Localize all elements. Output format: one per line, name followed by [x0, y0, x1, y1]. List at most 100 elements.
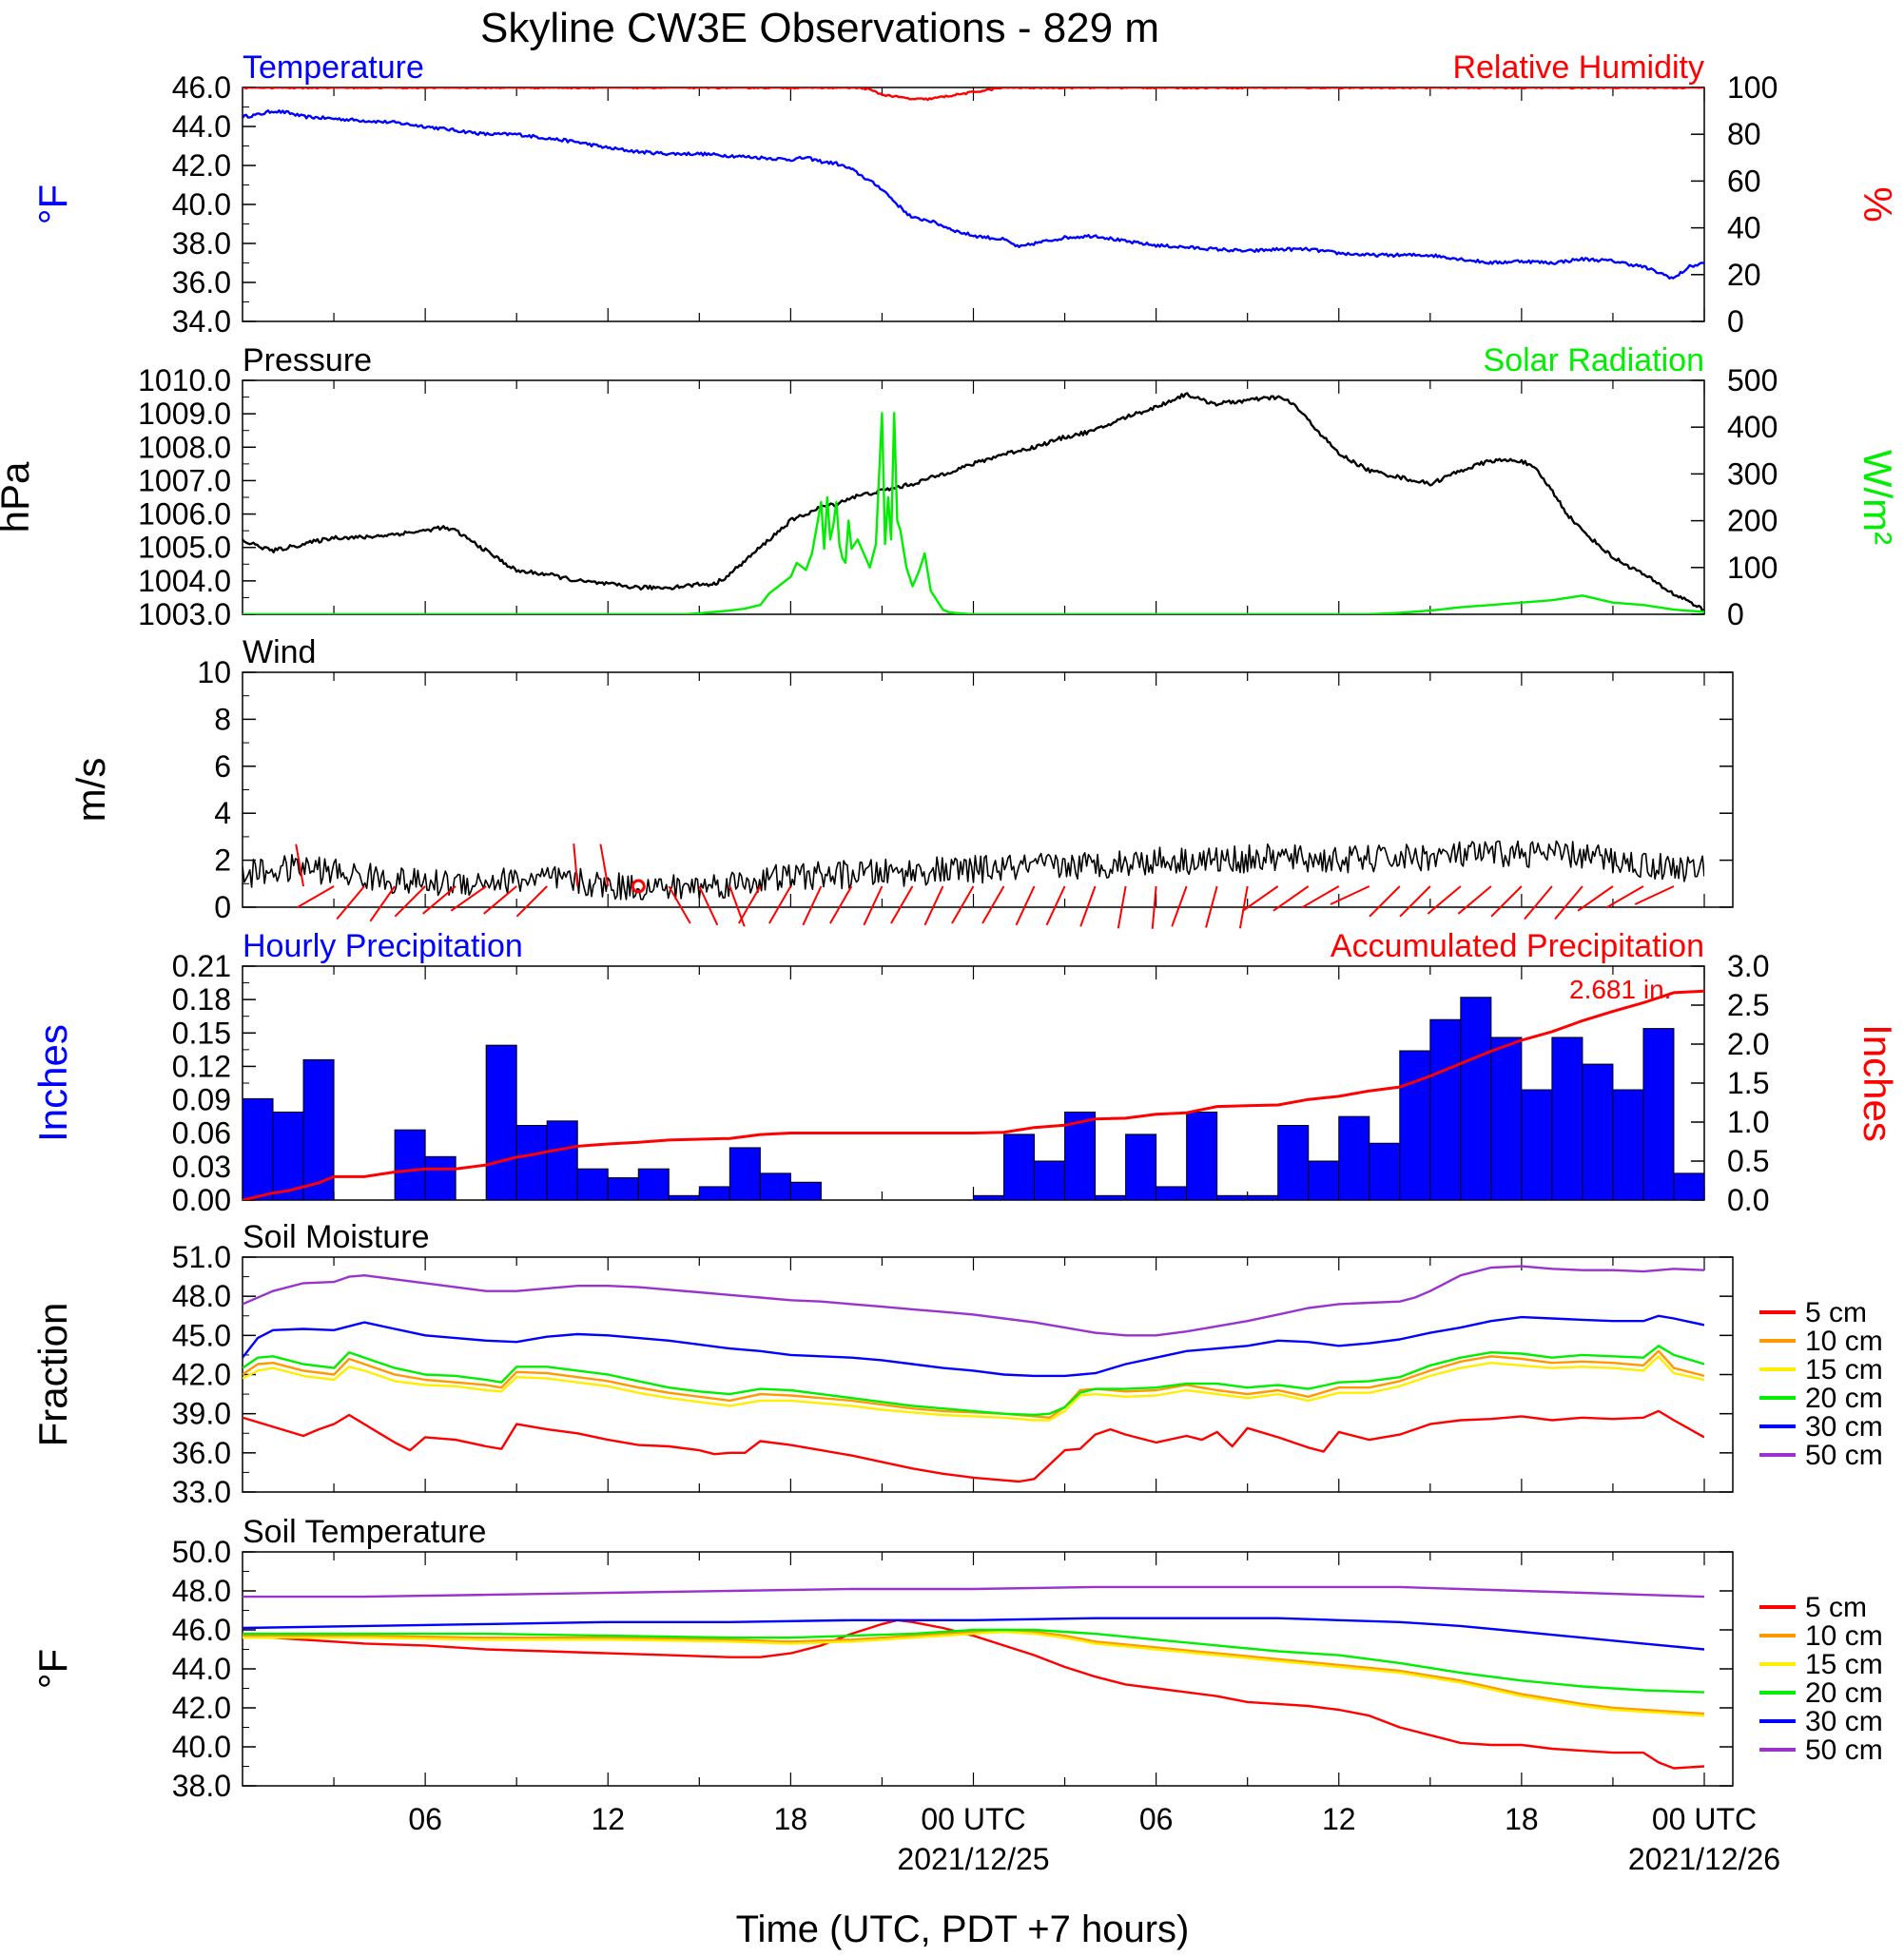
precip-bar [1551, 1037, 1583, 1201]
y2-tick-label: 200 [1727, 504, 1778, 538]
y-axis-label: hPa [0, 461, 37, 533]
series-line-solar-radiation [243, 412, 1704, 614]
wind-barb [1117, 885, 1127, 929]
series-line-15-cm [243, 1630, 1704, 1717]
y-tick-label: 1010.0 [138, 363, 231, 397]
legend-label: 50 cm [1805, 1734, 1883, 1766]
x-axis-label: Time (UTC, PDT +7 hours) [736, 1909, 1190, 1950]
date-label: 2021/12/26 [1628, 1842, 1780, 1876]
precip-bar [1125, 1134, 1157, 1201]
panel-title-right: Solar Radiation [1484, 342, 1704, 378]
legend-label: 30 cm [1805, 1706, 1883, 1737]
y-tick-label: 1006.0 [138, 497, 231, 532]
y-axis-label: Inches [30, 1024, 75, 1142]
y2-tick-label: 100 [1727, 70, 1778, 105]
wind-barb [829, 885, 853, 924]
precip-bar [1460, 997, 1492, 1201]
legend-label: 20 cm [1805, 1383, 1883, 1414]
precip-bar [1003, 1134, 1036, 1201]
figure-title: Skyline CW3E Observations - 829 m [480, 5, 1159, 51]
date-label: 2021/12/25 [897, 1842, 1049, 1876]
precip-bar [1369, 1142, 1401, 1201]
precip-bar [1186, 1111, 1218, 1201]
series-line-30-cm [243, 1314, 1704, 1378]
legend-label: 10 cm [1805, 1326, 1883, 1357]
wind-barb [1015, 885, 1036, 926]
panel-title-left: Soil Moisture [243, 1219, 430, 1255]
y2-tick-label: 1.0 [1727, 1105, 1769, 1139]
legend-label: 50 cm [1805, 1440, 1883, 1471]
wind-barb [1238, 885, 1249, 929]
wind-barb [1399, 885, 1431, 918]
panel-title-left: Soil Temperature [243, 1514, 486, 1550]
y-tick-label: 38.0 [172, 226, 231, 261]
panel-soil_moisture: 33.0 36.0 39.0 42.0 45.0 48.0 51.0 Soil Moistur… [30, 1219, 1883, 1509]
wind-barb [1490, 885, 1523, 918]
y-tick-label: 48.0 [172, 1574, 231, 1608]
panel-precipitation: 0.000.030.060.090.120.150.180.21 0.0 0.5 1.… [30, 928, 1900, 1217]
wind-barb [951, 885, 975, 924]
y2-axis-label: W/m² [1855, 450, 1900, 545]
wind-barb [483, 885, 517, 915]
precip-bar [759, 1172, 791, 1201]
y-tick-label: 0.12 [172, 1049, 231, 1083]
y-tick-label: 45.0 [172, 1318, 231, 1352]
panel-title-left: Wind [243, 634, 316, 670]
accumulated-total-label: 2.681 in. [1569, 975, 1671, 1004]
y-tick-label: 46.0 [172, 70, 231, 105]
precip-bar [789, 1181, 822, 1201]
x-tick-label: 18 [1505, 1802, 1539, 1836]
panel-title-left: Temperature [243, 49, 424, 86]
accumulated-precip-line [243, 989, 1704, 1200]
y-tick-label: 4 [214, 796, 231, 830]
x-tick-label: 18 [774, 1802, 808, 1836]
precip-bar [1247, 1194, 1279, 1201]
series-line-20-cm [243, 1628, 1704, 1694]
series-line-50-cm [243, 1585, 1704, 1599]
y-tick-label: 40.0 [172, 187, 231, 222]
legend-label: 5 cm [1805, 1297, 1867, 1328]
wind-barb [1242, 885, 1279, 912]
y-tick-label: 38.0 [172, 1769, 231, 1803]
series-line-20-cm [243, 1345, 1704, 1417]
y2-tick-label: 2.0 [1727, 1027, 1769, 1061]
wind-barb [1427, 885, 1462, 915]
wind-barb [863, 885, 884, 926]
wind-barb [296, 885, 335, 909]
y-tick-label: 42.0 [172, 1691, 231, 1725]
wind-barb [668, 885, 691, 924]
series-line-5-cm [243, 1409, 1704, 1483]
y-tick-label: 33.0 [172, 1475, 231, 1509]
panel-soil_temperature: 38.0 40.0 42.0 44.0 46.0 48.0 50.0 Soil Tempera… [30, 1514, 1883, 1803]
y-tick-label: 46.0 [172, 1613, 231, 1647]
series-line-30-cm [243, 1617, 1704, 1651]
panel-title-left: Hourly Precipitation [243, 928, 523, 964]
wind-barb [394, 885, 426, 918]
x-tick-label: 12 [591, 1802, 625, 1836]
precip-bar [1308, 1160, 1340, 1201]
y-axis-label: °F [30, 1649, 75, 1689]
series-line-pressure [243, 392, 1704, 612]
legend-label: 15 cm [1805, 1354, 1883, 1385]
precip-bar [1216, 1194, 1249, 1201]
y2-tick-label: 2.5 [1727, 988, 1769, 1022]
y-tick-label: 44.0 [172, 1652, 231, 1686]
precip-bar [1399, 1050, 1431, 1201]
y-tick-label: 2 [214, 843, 231, 878]
y2-tick-label: 20 [1727, 258, 1761, 292]
precip-bar [485, 1044, 517, 1201]
panel-pressure_solar: 1003.01004.01005.01006.01007.01008.01009… [0, 342, 1900, 631]
wind-barb [369, 885, 396, 922]
x-tick-label: 06 [1139, 1802, 1174, 1836]
precip-bar [1277, 1125, 1310, 1201]
precip-bar [1673, 1172, 1705, 1201]
precip-bar [607, 1177, 639, 1201]
wind-barb [1330, 885, 1370, 905]
y2-tick-label: 3.0 [1727, 949, 1769, 983]
y-axis-label: °F [30, 184, 75, 224]
panel-wind: 0 2 4 6 8 10 Wind m/s [68, 634, 1734, 929]
y2-tick-label: 0 [1727, 597, 1744, 631]
y-tick-label: 6 [214, 749, 231, 784]
wind-barb [1457, 885, 1492, 915]
